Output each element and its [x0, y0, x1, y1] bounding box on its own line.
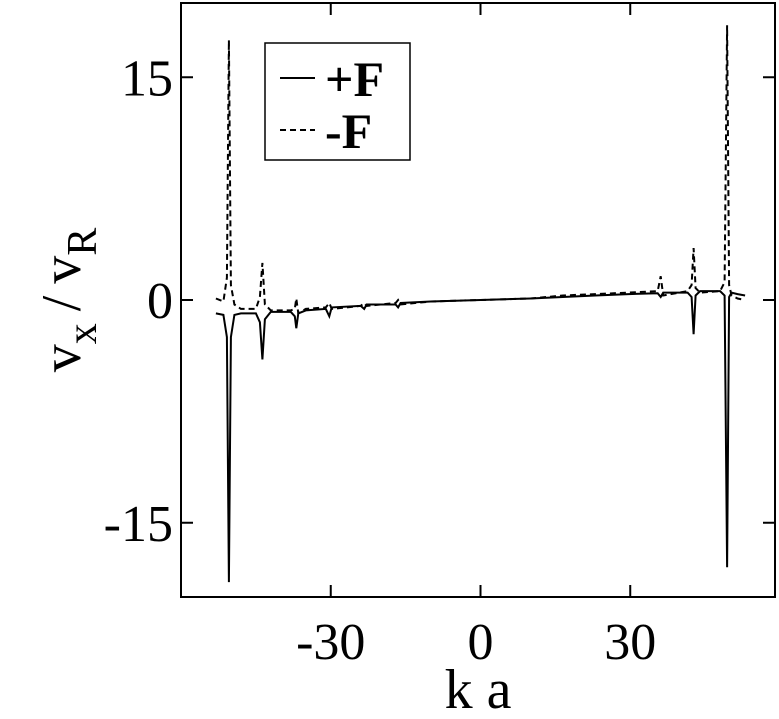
series-line	[215, 25, 746, 316]
y-label-part: x	[60, 323, 106, 344]
x-tick-label: 0	[467, 614, 493, 671]
x-tick-label: 30	[604, 614, 656, 671]
y-tick-label: -15	[104, 496, 173, 553]
legend-box	[264, 42, 411, 161]
series-line	[215, 290, 746, 583]
y-label-part: v	[31, 344, 93, 372]
x-tick-label: -30	[296, 614, 365, 671]
y-tick-label: 0	[147, 273, 173, 330]
y-tick-label: 15	[121, 50, 173, 107]
y-label-part: /	[31, 295, 93, 311]
x-axis-label: k a	[445, 659, 512, 714]
y-label-part: v	[31, 256, 93, 284]
y-axis-label: vx/vR	[31, 228, 106, 373]
legend-label: +F	[325, 51, 384, 107]
y-axis-label-text: vx/vR	[31, 228, 106, 373]
legend-label: -F	[325, 103, 372, 159]
y-label-part: R	[60, 228, 106, 256]
